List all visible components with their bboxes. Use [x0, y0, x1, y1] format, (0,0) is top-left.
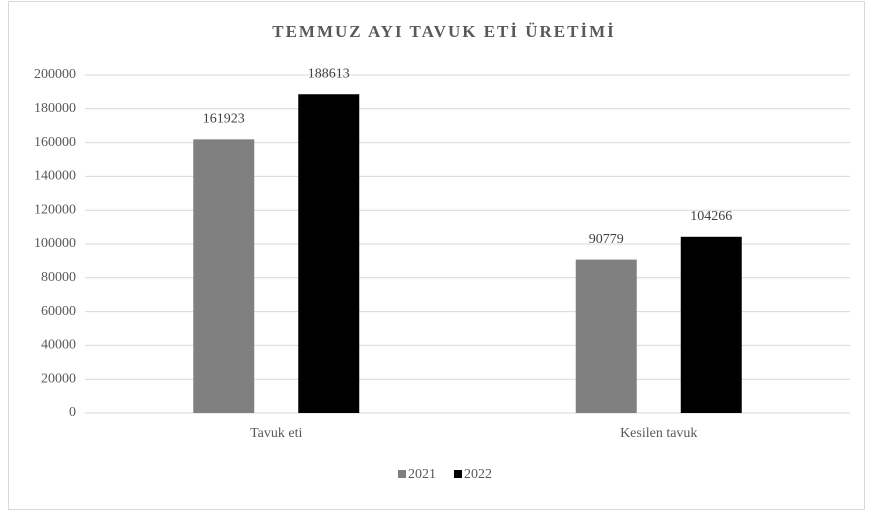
y-tick-label: 40000	[41, 338, 76, 353]
legend-label: 2021	[408, 467, 436, 482]
legend-label: 2022	[464, 467, 492, 482]
chart-title: TEMMUZ AYI TAVUK ETİ ÜRETİMİ	[272, 22, 616, 41]
bar	[680, 236, 742, 413]
y-tick-label: 80000	[41, 270, 76, 285]
bar	[193, 139, 255, 413]
legend-swatch	[398, 470, 406, 478]
y-tick-label: 100000	[34, 236, 76, 251]
bar	[575, 259, 637, 413]
legend-swatch	[454, 470, 462, 478]
y-tick-label: 0	[69, 405, 76, 420]
value-label: 104266	[690, 209, 732, 224]
y-tick-label: 160000	[34, 135, 76, 150]
value-label: 188613	[308, 66, 350, 81]
y-tick-label: 60000	[41, 304, 76, 319]
value-label: 90779	[589, 232, 624, 247]
y-tick-label: 180000	[34, 101, 76, 116]
y-tick-label: 20000	[41, 371, 76, 386]
x-tick-label: Tavuk eti	[250, 426, 302, 441]
y-tick-label: 200000	[34, 67, 76, 82]
y-tick-label: 120000	[34, 202, 76, 217]
y-tick-label: 140000	[34, 169, 76, 184]
value-label: 161923	[203, 112, 245, 127]
bar	[298, 94, 360, 414]
x-tick-label: Kesilen tavuk	[620, 426, 697, 441]
